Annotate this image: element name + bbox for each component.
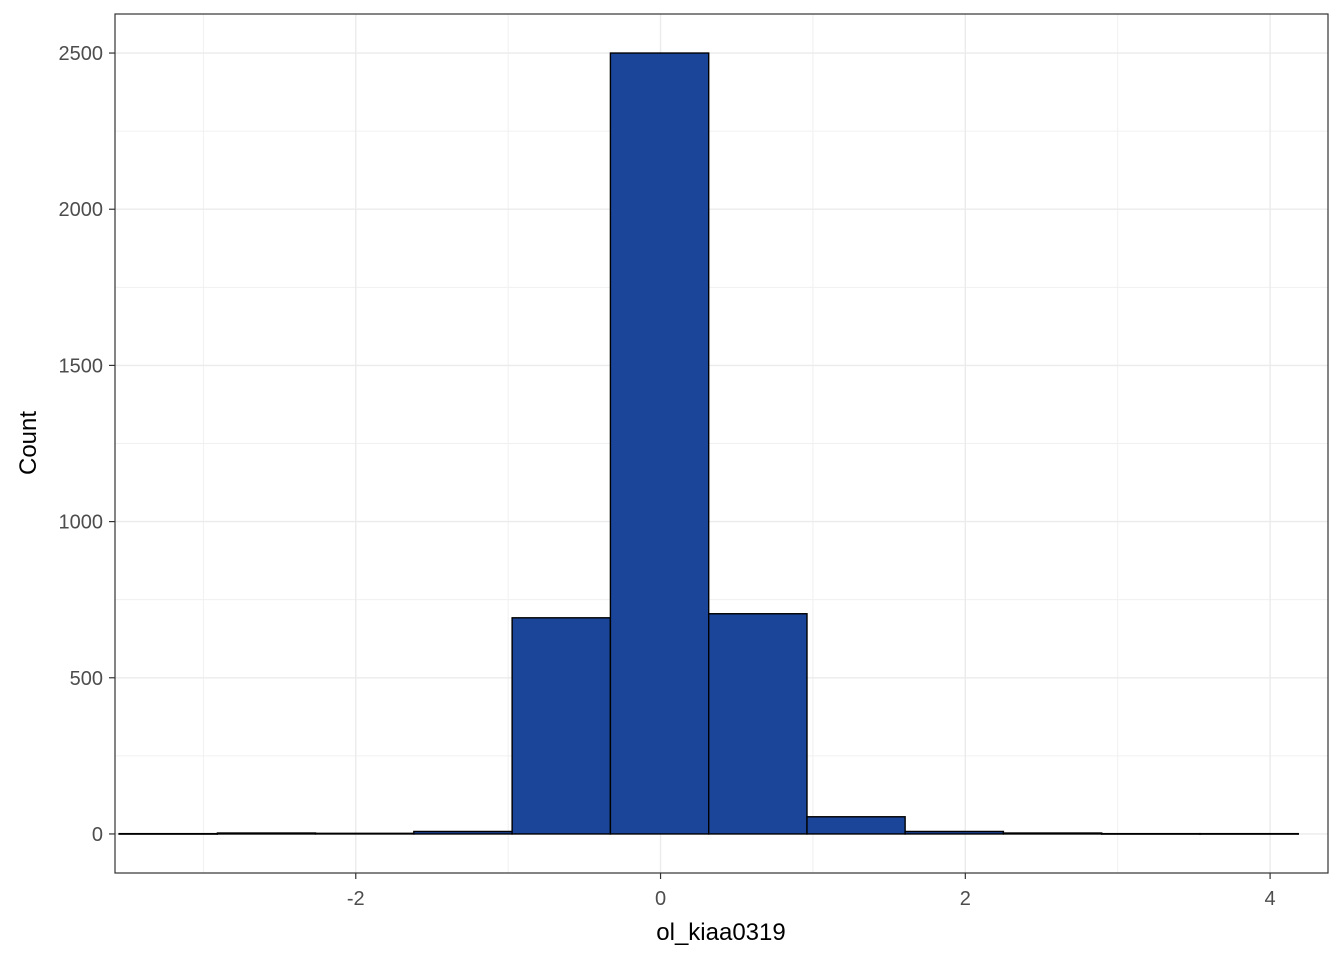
histogram-bar bbox=[806, 816, 906, 835]
y-tick-label: 500 bbox=[70, 668, 103, 690]
x-tick-label: 0 bbox=[655, 888, 666, 910]
histogram-bar bbox=[609, 52, 710, 835]
y-tick-label: 0 bbox=[92, 824, 103, 846]
histogram-bar bbox=[118, 832, 219, 835]
y-tick-label: 1500 bbox=[59, 355, 104, 377]
x-axis-title: ol_kiaa0319 bbox=[656, 919, 785, 946]
y-axis-title: Count bbox=[15, 411, 42, 475]
histogram-bar bbox=[707, 613, 808, 835]
plot-panel-border bbox=[114, 13, 1329, 874]
histogram-bar bbox=[1101, 832, 1201, 835]
y-tick-label: 1000 bbox=[59, 512, 104, 534]
histogram-bar bbox=[314, 832, 415, 835]
histogram-bars bbox=[118, 52, 1299, 835]
minor-gridlines bbox=[115, 14, 1328, 873]
histogram-bar bbox=[904, 830, 1005, 835]
histogram-bar bbox=[216, 832, 317, 835]
histogram-bar bbox=[511, 617, 612, 835]
x-tick-label: 4 bbox=[1265, 888, 1276, 910]
histogram-bar bbox=[413, 830, 513, 835]
histogram-bar bbox=[1199, 832, 1299, 835]
x-tick-label: 2 bbox=[960, 888, 971, 910]
histogram-bar bbox=[1002, 832, 1103, 835]
y-axis-ticks: 0 500 1000 1500 2000 2500 bbox=[59, 43, 115, 846]
x-tick-label: -2 bbox=[347, 888, 365, 910]
y-tick-label: 2500 bbox=[59, 43, 104, 65]
y-tick-label: 2000 bbox=[59, 199, 104, 221]
x-axis-ticks: -2 0 2 4 bbox=[347, 873, 1276, 910]
